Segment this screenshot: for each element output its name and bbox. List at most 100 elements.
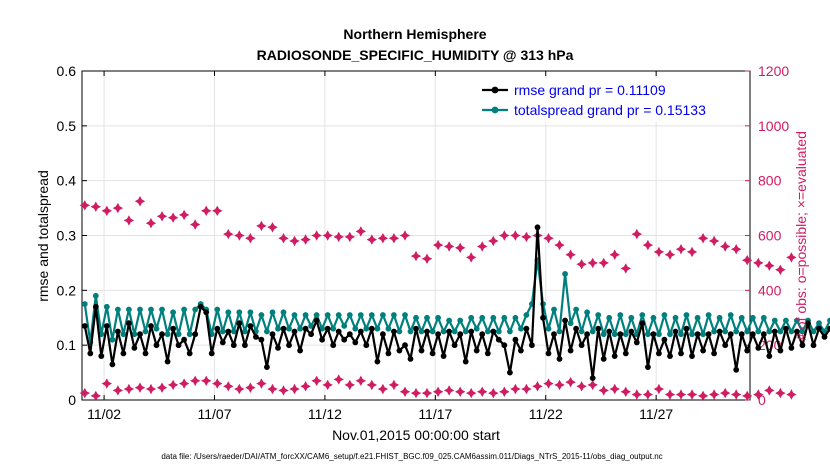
obs-evaluated-point (399, 386, 411, 397)
totalspread-point (92, 292, 99, 299)
rmse-point (230, 342, 237, 349)
rmse-point (203, 309, 210, 316)
obs-evaluated-point (366, 379, 377, 391)
obs-possible-point (234, 230, 245, 241)
obs-possible-point (344, 231, 355, 243)
obs-evaluated-point (322, 379, 333, 391)
totalspread-point (771, 317, 778, 324)
totalspread-point (192, 306, 199, 313)
legend-rmse-marker (491, 86, 499, 94)
obs-possible-point (598, 257, 609, 269)
totalspread-point (81, 301, 88, 307)
rmse-point (368, 325, 375, 332)
left-y-tick-label: 0.3 (57, 228, 77, 244)
rmse-point (87, 350, 94, 357)
chart-title-line1: Northern Hemisphere (343, 26, 486, 42)
obs-possible-point (455, 242, 466, 253)
obs-evaluated-point (609, 383, 620, 395)
right-y-tick-label: 600 (758, 228, 782, 244)
rmse-point (115, 328, 121, 335)
rmse-point (208, 350, 215, 357)
totalspread-point (352, 325, 359, 332)
totalspread-point (275, 325, 281, 332)
obs-possible-point (79, 200, 90, 211)
rmse-point (275, 345, 281, 351)
rmse-point (507, 369, 513, 376)
totalspread-point (639, 312, 646, 318)
rmse-point (556, 356, 563, 362)
totalspread-point (672, 314, 679, 321)
rmse-point (589, 375, 596, 381)
totalspread-point (479, 314, 486, 321)
obs-possible-point (145, 218, 157, 229)
rmse-point (253, 334, 259, 340)
rmse-point (711, 350, 717, 357)
obs-possible-point (355, 226, 366, 237)
totalspread-point (341, 323, 348, 329)
totalspread-point (656, 331, 662, 338)
totalspread-point (462, 328, 469, 335)
obs-possible-point (443, 241, 455, 252)
obs-possible-point (753, 257, 764, 269)
rmse-point (324, 325, 331, 332)
totalspread-point (562, 271, 568, 277)
totalspread-point (584, 309, 590, 316)
obs-possible-point (311, 230, 322, 241)
totalspread-point (495, 328, 502, 335)
rmse-point (755, 345, 762, 351)
totalspread-point (650, 314, 657, 321)
rmse-point (197, 303, 204, 310)
rmse-point (777, 347, 784, 354)
obs-evaluated-point (466, 387, 477, 399)
obs-possible-point (708, 235, 720, 247)
rmse-point (313, 317, 320, 324)
totalspread-point (451, 328, 458, 335)
rmse-point (402, 342, 408, 349)
rmse-point (744, 347, 751, 354)
obs-possible-point (576, 259, 587, 270)
obs-evaluated-point (344, 379, 355, 391)
rmse-point (534, 224, 541, 231)
totalspread-point (308, 323, 314, 329)
obs-possible-point (488, 235, 499, 247)
obs-evaluated-point (764, 385, 775, 396)
totalspread-point (738, 314, 745, 321)
obs-possible-point (775, 264, 786, 275)
legend-spread-label: totalspread grand pr = 0.15133 (514, 102, 706, 118)
obs-evaluated-point (720, 387, 731, 399)
rmse-point (181, 336, 188, 343)
totalspread-point (429, 328, 436, 335)
obs-possible-point (421, 253, 433, 264)
rmse-point (622, 350, 629, 357)
totalspread-point (705, 312, 712, 318)
totalspread-point (357, 312, 364, 318)
totalspread-point (816, 320, 822, 327)
rmse-point (810, 342, 817, 349)
obs-possible-point (742, 255, 753, 266)
totalspread-point (507, 328, 513, 335)
obs-possible-point (256, 220, 267, 232)
totalspread-point (269, 309, 276, 316)
rmse-point (562, 317, 568, 324)
rmse-point (92, 303, 99, 310)
rmse-point (374, 358, 381, 365)
totalspread-point (484, 328, 491, 335)
totalspread-point (230, 328, 237, 335)
obs-possible-point (642, 239, 654, 251)
totalspread-point (446, 317, 452, 324)
obs-possible-point (653, 246, 665, 258)
rmse-point (81, 323, 88, 329)
obs-evaluated-point (256, 378, 267, 389)
totalspread-point (766, 328, 773, 335)
rmse-point (451, 342, 458, 349)
rmse-point (595, 325, 602, 332)
obs-evaluated-point (686, 389, 698, 400)
right-y-tick-label: 400 (758, 282, 782, 298)
obs-possible-point (786, 252, 797, 263)
obs-possible-point (609, 249, 620, 260)
totalspread-point (385, 325, 392, 332)
rmse-point (545, 350, 552, 357)
rmse-point (794, 328, 800, 335)
obs-possible-point (764, 260, 775, 271)
totalspread-point (694, 314, 701, 321)
